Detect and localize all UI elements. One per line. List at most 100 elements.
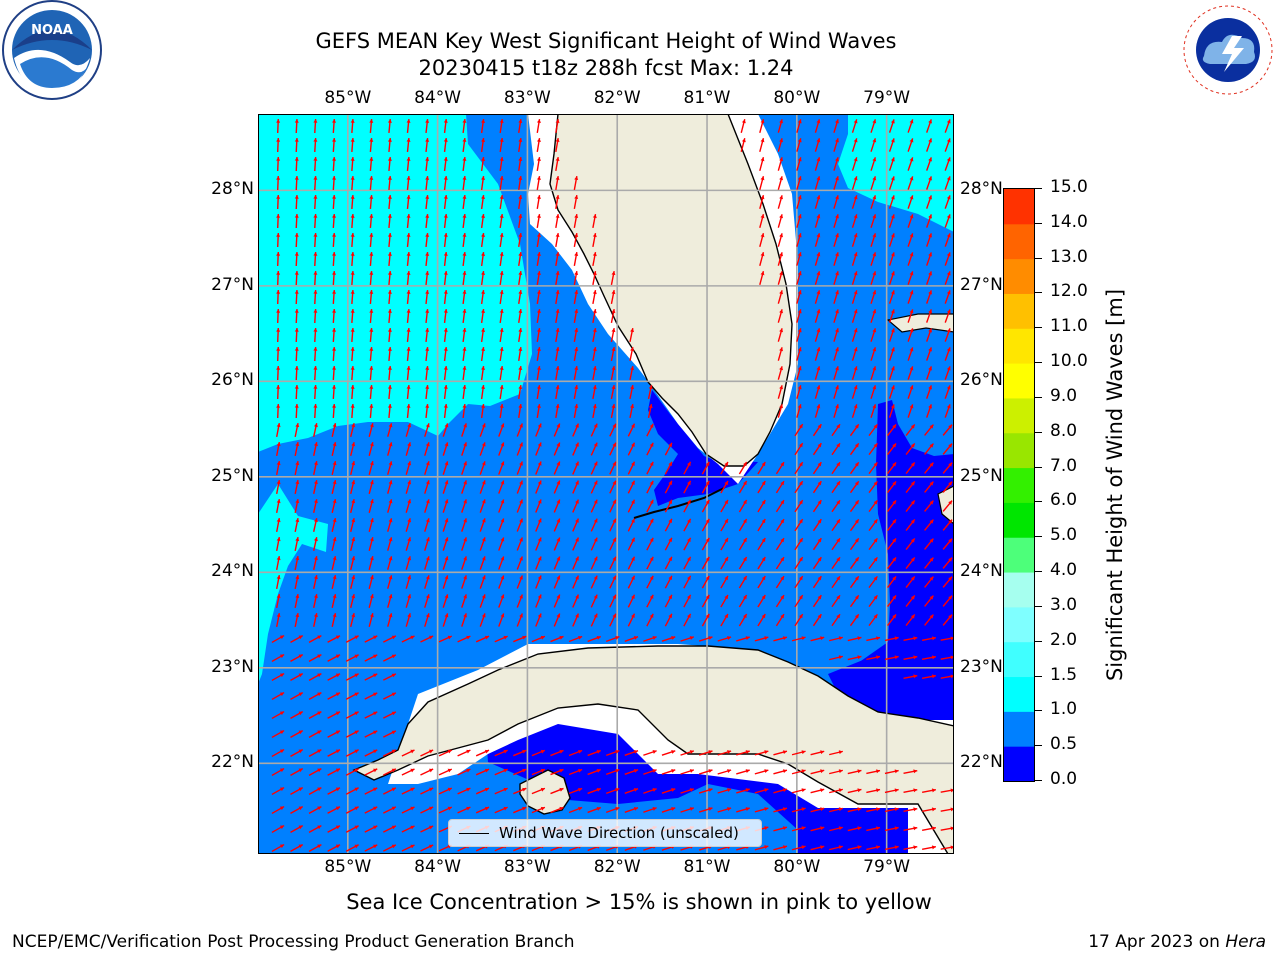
direction-arrow bbox=[294, 556, 300, 570]
direction-arrow bbox=[494, 806, 508, 814]
lon-label-bottom: 85°W bbox=[324, 857, 372, 877]
direction-arrow bbox=[555, 194, 560, 210]
direction-arrow bbox=[866, 655, 881, 661]
colorbar-label: Significant Height of Wind Waves [m] bbox=[1103, 288, 1127, 682]
direction-arrow bbox=[777, 404, 784, 418]
direction-arrow bbox=[905, 538, 916, 550]
direction-arrow bbox=[443, 156, 448, 172]
direction-arrow bbox=[475, 749, 490, 757]
direction-arrow bbox=[535, 442, 542, 456]
direction-arrow bbox=[364, 635, 378, 643]
direction-arrow bbox=[870, 328, 877, 342]
direction-arrow bbox=[775, 537, 785, 551]
direction-arrow bbox=[680, 807, 695, 813]
direction-arrow bbox=[479, 613, 486, 627]
direction-arrow bbox=[926, 328, 932, 342]
lon-label-bottom: 82°W bbox=[593, 857, 641, 877]
direction-arrow bbox=[479, 575, 486, 589]
direction-arrow bbox=[609, 442, 617, 456]
direction-arrow bbox=[812, 423, 822, 437]
direction-arrow bbox=[350, 137, 355, 153]
direction-arrow bbox=[350, 613, 356, 627]
direction-arrow bbox=[661, 807, 676, 813]
direction-arrow bbox=[553, 613, 561, 627]
direction-arrow bbox=[924, 462, 934, 474]
colorbar-swatch bbox=[1004, 328, 1034, 364]
direction-arrow bbox=[479, 537, 486, 551]
direction-arrow bbox=[443, 251, 448, 267]
direction-arrow bbox=[944, 252, 951, 266]
direction-arrow bbox=[368, 461, 374, 475]
direction-arrow bbox=[424, 423, 430, 437]
lon-label-bottom: 80°W bbox=[773, 857, 821, 877]
direction-arrow bbox=[536, 118, 541, 134]
direction-arrow bbox=[420, 635, 434, 643]
direction-arrow bbox=[738, 518, 748, 532]
direction-arrow bbox=[364, 673, 378, 681]
direction-arrow bbox=[475, 787, 490, 795]
direction-arrow bbox=[313, 156, 318, 172]
lat-label-left: 26°N bbox=[211, 370, 254, 391]
direction-arrow bbox=[350, 461, 356, 475]
direction-arrow bbox=[313, 499, 318, 513]
direction-arrow bbox=[851, 233, 858, 247]
direction-arrow bbox=[791, 845, 806, 851]
direction-arrow bbox=[308, 692, 322, 700]
direction-arrow bbox=[327, 844, 341, 852]
direction-arrow bbox=[736, 807, 750, 813]
direction-arrow bbox=[294, 213, 299, 229]
chart-subtitle: 20230415 t18z 288h fcst Max: 1.24 bbox=[418, 56, 794, 80]
direction-arrow bbox=[775, 575, 785, 589]
colorbar-swatch bbox=[1004, 363, 1034, 399]
direction-arrow bbox=[851, 290, 858, 304]
direction-arrow bbox=[553, 461, 561, 475]
direction-arrow bbox=[479, 480, 486, 494]
direction-arrow bbox=[275, 536, 281, 552]
direction-arrow bbox=[851, 309, 858, 323]
direction-arrow bbox=[555, 346, 560, 362]
direction-arrow bbox=[535, 461, 542, 475]
direction-arrow bbox=[499, 384, 504, 400]
direction-arrow bbox=[851, 195, 858, 209]
colorbar-tick-mark bbox=[1034, 362, 1042, 364]
direction-arrow bbox=[609, 594, 617, 608]
direction-arrow bbox=[870, 252, 877, 266]
direction-arrow bbox=[888, 138, 895, 152]
direction-arrow bbox=[443, 194, 448, 210]
direction-arrow bbox=[443, 137, 448, 153]
noaa-logo: NOAA bbox=[0, 0, 104, 104]
direction-arrow bbox=[313, 251, 318, 267]
nws-logo bbox=[1176, 0, 1280, 100]
lat-label-right: 26°N bbox=[960, 370, 1003, 391]
direction-arrow bbox=[369, 270, 374, 286]
direction-arrow bbox=[814, 119, 821, 133]
direction-arrow bbox=[480, 346, 486, 362]
direction-arrow bbox=[796, 328, 802, 342]
direction-arrow bbox=[775, 499, 785, 513]
direction-arrow bbox=[720, 556, 729, 570]
direction-arrow bbox=[327, 692, 341, 700]
direction-arrow bbox=[536, 384, 541, 400]
wind-wave-direction-arrows bbox=[271, 118, 954, 853]
direction-arrow bbox=[738, 461, 748, 475]
direction-arrow bbox=[754, 636, 769, 642]
direction-arrow bbox=[327, 673, 341, 681]
lon-label-top: 80°W bbox=[773, 88, 821, 108]
direction-arrow bbox=[866, 826, 881, 832]
direction-arrow bbox=[443, 308, 448, 324]
direction-arrow bbox=[942, 614, 953, 626]
direction-arrow bbox=[683, 461, 692, 475]
direction-arrow bbox=[791, 826, 806, 832]
direction-arrow bbox=[942, 424, 953, 436]
direction-arrow bbox=[518, 365, 523, 381]
direction-arrow bbox=[350, 518, 356, 532]
direction-arrow bbox=[907, 328, 914, 342]
direction-arrow bbox=[368, 442, 374, 456]
direction-arrow bbox=[831, 575, 841, 589]
direction-arrow bbox=[849, 442, 860, 456]
direction-arrow bbox=[794, 518, 804, 532]
direction-arrow bbox=[332, 213, 337, 229]
colorbar-tick-label: 1.5 bbox=[1050, 664, 1078, 685]
direction-arrow bbox=[884, 636, 899, 642]
direction-arrow bbox=[610, 289, 616, 305]
